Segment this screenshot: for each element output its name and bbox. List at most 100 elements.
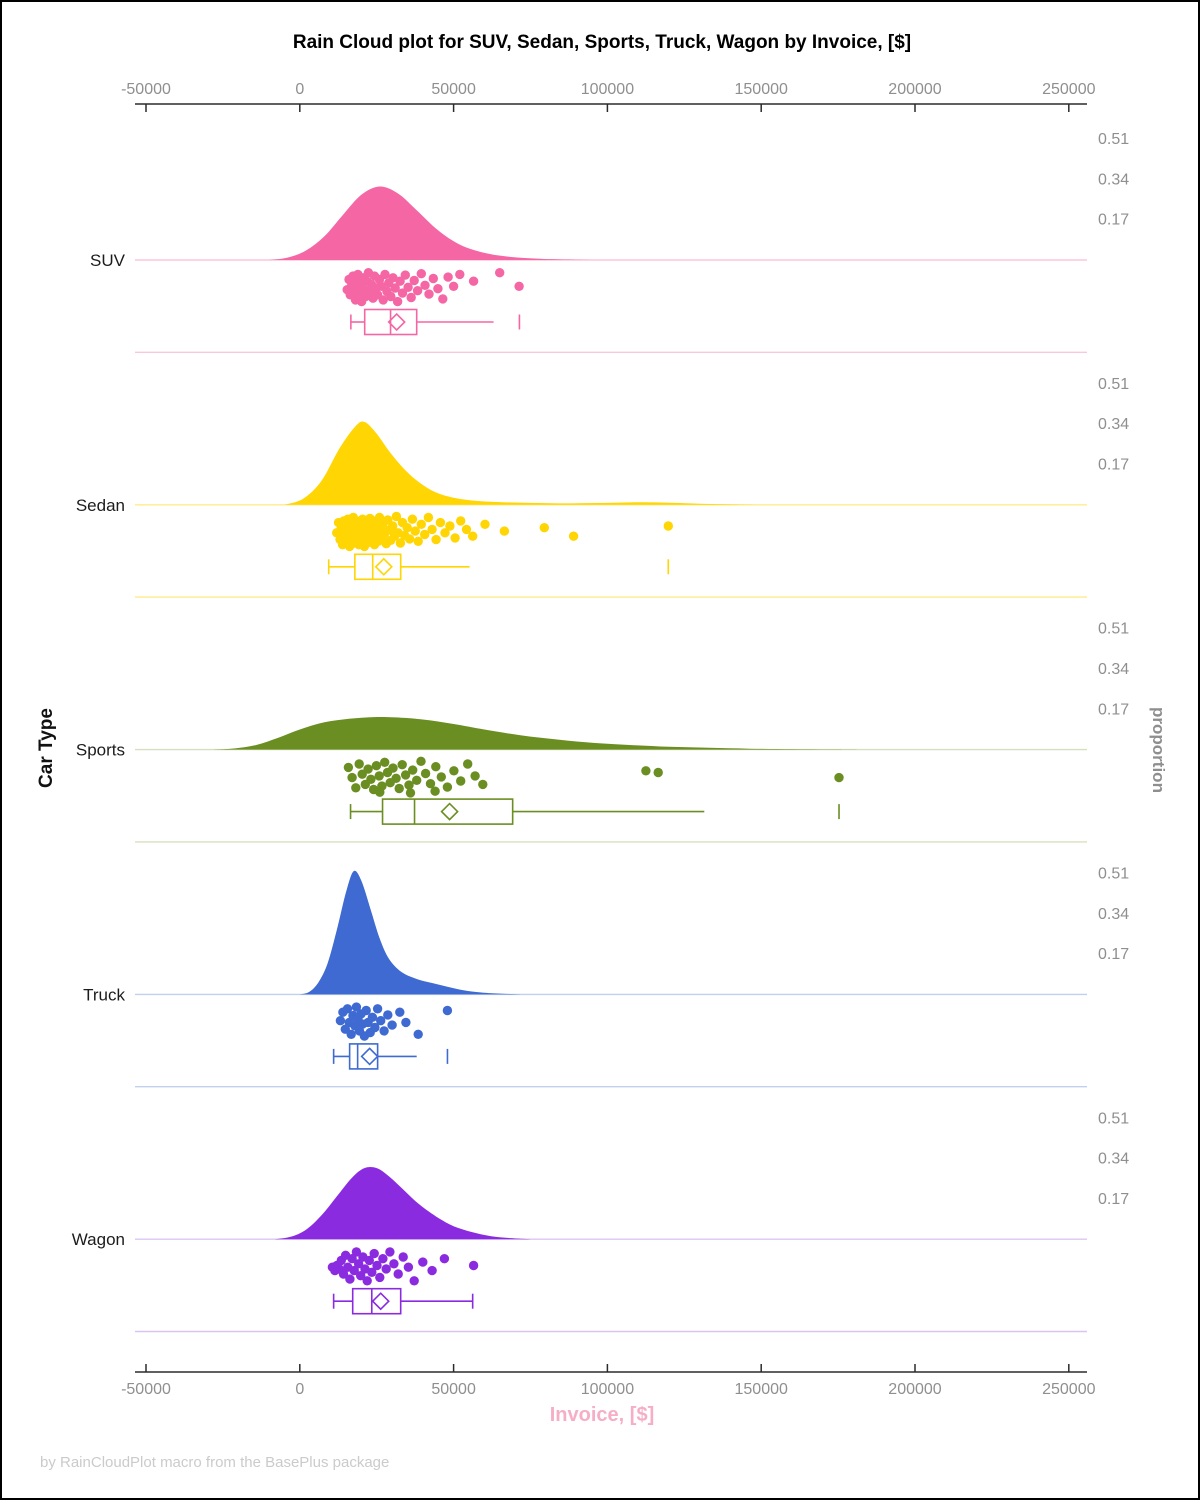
rain-dot xyxy=(397,760,407,770)
box-plot-sports xyxy=(349,798,840,825)
rain-dot xyxy=(385,1247,395,1257)
x-tick-label: 50000 xyxy=(431,81,476,98)
rain-dot xyxy=(386,291,396,302)
rain-dot xyxy=(392,296,403,307)
rain-dot xyxy=(430,786,440,796)
rain-dot xyxy=(448,281,459,291)
proportion-tick-label: 0.17 xyxy=(1098,457,1129,474)
rain-dot xyxy=(397,288,408,298)
rain-dot xyxy=(442,782,453,792)
proportion-tick-label: 0.34 xyxy=(1098,171,1129,188)
proportion-tick-label: 0.34 xyxy=(1098,1151,1129,1168)
x-tick-label: 0 xyxy=(295,1381,304,1398)
panel-truck: Truck 0.51 0.34 0.17 xyxy=(83,866,1129,1088)
rain-dot xyxy=(406,292,416,303)
rain-dot xyxy=(402,523,412,533)
proportion-tick-label: 0.34 xyxy=(1098,906,1129,923)
rain-dot xyxy=(366,774,376,784)
x-tick-label: 250000 xyxy=(1042,1381,1095,1398)
box-plot-truck xyxy=(332,1043,449,1070)
box-plot-suv xyxy=(350,308,521,336)
rain-dot xyxy=(416,756,426,766)
rain-dot xyxy=(440,528,450,538)
rain-dot xyxy=(395,1007,405,1017)
rain-dot xyxy=(413,1029,423,1040)
x-tick-label: -50000 xyxy=(121,1381,171,1398)
density-area-truck xyxy=(299,870,522,995)
rain-dot xyxy=(351,1002,362,1012)
rain-dot xyxy=(423,512,434,523)
iqr-box xyxy=(354,553,402,581)
rain-dot xyxy=(416,519,426,529)
rain-dot xyxy=(456,516,466,526)
rain-dot xyxy=(361,1005,371,1016)
rain-dot xyxy=(514,281,524,291)
rain-dot xyxy=(435,517,446,528)
rain-dot xyxy=(388,521,398,531)
rain-dot xyxy=(428,273,438,284)
rain-dot xyxy=(390,283,400,293)
proportion-tick-label: 0.51 xyxy=(1098,621,1129,638)
rain-dot xyxy=(369,1248,379,1259)
rain-dot xyxy=(445,521,455,531)
rain-dot xyxy=(400,270,410,280)
iqr-box xyxy=(381,798,514,825)
rain-dot xyxy=(347,1254,357,1264)
rain-dot xyxy=(463,759,473,769)
rain-dot xyxy=(663,521,673,531)
rain-dot xyxy=(346,1029,356,1040)
proportion-tick-label: 0.17 xyxy=(1098,701,1129,718)
rain-dot xyxy=(372,1260,382,1271)
rain-dot xyxy=(338,1269,349,1279)
panel-wagon: Wagon 0.51 0.34 0.17 xyxy=(72,1110,1129,1333)
rain-dot xyxy=(420,529,430,540)
rain-dot xyxy=(347,772,357,783)
x-tick-label: 100000 xyxy=(581,81,634,98)
attribution-footer: by RainCloudPlot macro from the BasePlus… xyxy=(40,1454,390,1471)
rain-dot xyxy=(353,1259,364,1269)
rain-dot xyxy=(443,272,453,282)
rain-dot xyxy=(378,295,388,305)
density-area-sedan xyxy=(284,421,755,505)
rain-dot xyxy=(380,269,390,280)
rain-dot xyxy=(391,511,402,522)
mean-diamond xyxy=(440,802,459,821)
rain-dot xyxy=(410,526,420,536)
rain-dot xyxy=(480,519,490,529)
rain-dot xyxy=(375,787,385,797)
chart-title: Rain Cloud plot for SUV, Sedan, Sports, … xyxy=(292,32,912,53)
box-plot-sedan xyxy=(327,553,670,581)
rain-dot xyxy=(389,1259,399,1269)
rain-dot xyxy=(342,1004,353,1014)
rain-dot xyxy=(834,772,844,783)
rain-dot xyxy=(468,276,479,286)
rain-dot xyxy=(363,764,373,774)
rain-dot xyxy=(364,1255,374,1266)
box-plot-wagon xyxy=(332,1287,474,1315)
x-tick-label: 50000 xyxy=(431,1381,476,1398)
rain-dot xyxy=(470,771,480,781)
panel-sedan: Sedan 0.51 0.34 0.17 xyxy=(76,376,1129,598)
rain-dot xyxy=(351,1247,362,1257)
mean-diamond xyxy=(387,312,406,332)
rain-dot xyxy=(403,282,413,292)
rain-dot xyxy=(455,269,465,280)
rain-dot xyxy=(420,768,431,779)
rain-dot xyxy=(349,1265,359,1276)
rain-dot xyxy=(356,1271,366,1281)
iqr-box xyxy=(348,1043,379,1070)
x-tick-label: 200000 xyxy=(888,81,941,98)
y-axis-label-right: proportion xyxy=(1149,707,1168,793)
x-tick-label: -50000 xyxy=(121,81,171,98)
rain-dot xyxy=(409,1276,419,1286)
rain-dot xyxy=(499,526,510,536)
rain-dot xyxy=(408,765,418,775)
rain-dot xyxy=(335,1016,346,1026)
rain-dot xyxy=(413,536,423,546)
rain-dot xyxy=(395,538,406,548)
rain-dot xyxy=(427,1265,437,1276)
category-label: Wagon xyxy=(72,1230,125,1249)
category-label: Truck xyxy=(83,985,125,1004)
